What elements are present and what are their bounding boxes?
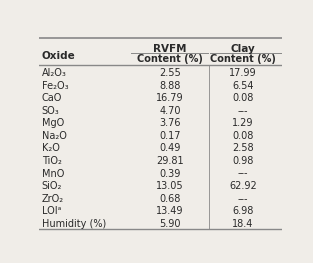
Text: 8.88: 8.88	[159, 81, 181, 91]
Text: 16.79: 16.79	[156, 93, 184, 103]
Text: 29.81: 29.81	[156, 156, 184, 166]
Text: Content (%): Content (%)	[210, 54, 276, 64]
Text: SO₃: SO₃	[42, 106, 59, 116]
Text: 13.05: 13.05	[156, 181, 184, 191]
Text: K₂O: K₂O	[42, 144, 59, 154]
Text: MgO: MgO	[42, 118, 64, 128]
Text: 0.98: 0.98	[232, 156, 254, 166]
Text: ---: ---	[238, 194, 248, 204]
Text: MnO: MnO	[42, 169, 64, 179]
Text: SiO₂: SiO₂	[42, 181, 62, 191]
Text: 6.98: 6.98	[232, 206, 254, 216]
Text: Content (%): Content (%)	[137, 54, 203, 64]
Text: RVFM: RVFM	[153, 44, 187, 54]
Text: 18.4: 18.4	[232, 219, 254, 229]
Text: 2.55: 2.55	[159, 68, 181, 78]
Text: Fe₂O₃: Fe₂O₃	[42, 81, 68, 91]
Text: 3.76: 3.76	[159, 118, 181, 128]
Text: 0.49: 0.49	[159, 144, 181, 154]
Text: 4.70: 4.70	[159, 106, 181, 116]
Text: 0.68: 0.68	[159, 194, 181, 204]
Text: Al₂O₃: Al₂O₃	[42, 68, 66, 78]
Text: 0.39: 0.39	[159, 169, 181, 179]
Text: Oxide: Oxide	[42, 51, 75, 61]
Text: LOIᵃ: LOIᵃ	[42, 206, 61, 216]
Text: Na₂O: Na₂O	[42, 131, 66, 141]
Text: CaO: CaO	[42, 93, 62, 103]
Text: TiO₂: TiO₂	[42, 156, 61, 166]
Text: 0.08: 0.08	[232, 131, 254, 141]
Text: Humidity (%): Humidity (%)	[42, 219, 106, 229]
Text: 13.49: 13.49	[156, 206, 184, 216]
Text: 2.58: 2.58	[232, 144, 254, 154]
Text: 6.54: 6.54	[232, 81, 254, 91]
Text: ZrO₂: ZrO₂	[42, 194, 64, 204]
Text: 5.90: 5.90	[159, 219, 181, 229]
Text: Clay: Clay	[230, 44, 255, 54]
Text: 17.99: 17.99	[229, 68, 257, 78]
Text: 0.08: 0.08	[232, 93, 254, 103]
Text: 62.92: 62.92	[229, 181, 257, 191]
Text: 0.17: 0.17	[159, 131, 181, 141]
Text: ---: ---	[238, 106, 248, 116]
Text: 1.29: 1.29	[232, 118, 254, 128]
Text: ---: ---	[238, 169, 248, 179]
